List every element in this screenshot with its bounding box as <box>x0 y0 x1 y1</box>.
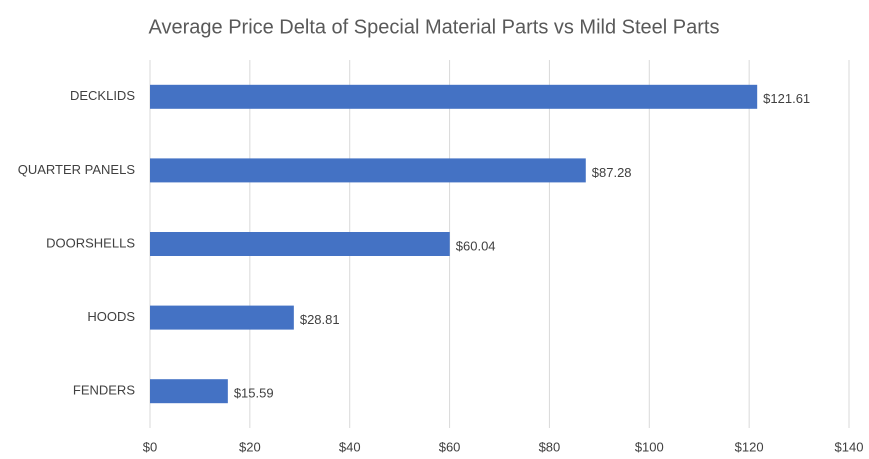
data-label: $15.59 <box>234 386 274 401</box>
y-tick-label: DOORSHELLS <box>46 235 135 250</box>
y-tick-label: HOODS <box>87 309 135 324</box>
data-label: $28.81 <box>300 312 340 327</box>
bar <box>150 305 294 330</box>
chart-title: Average Price Delta of Special Material … <box>149 16 720 38</box>
x-tick-label: $120 <box>735 439 764 454</box>
data-label: $60.04 <box>456 238 496 253</box>
x-tick-label: $0 <box>143 439 157 454</box>
x-tick-label: $20 <box>239 439 261 454</box>
bar <box>150 232 450 256</box>
y-tick-label: FENDERS <box>73 383 135 398</box>
bar <box>150 379 228 404</box>
bar <box>150 84 758 109</box>
x-tick-label: $80 <box>539 439 561 454</box>
x-tick-label: $40 <box>339 439 361 454</box>
x-tick-label: $100 <box>635 439 664 454</box>
x-tick-label: $60 <box>439 439 461 454</box>
x-tick-label: $140 <box>835 439 864 454</box>
y-tick-label: DECKLIDS <box>70 88 135 103</box>
y-tick-label: QUARTER PANELS <box>18 162 136 177</box>
bar <box>150 158 586 183</box>
data-label: $121.61 <box>763 91 810 106</box>
data-label: $87.28 <box>592 165 632 180</box>
